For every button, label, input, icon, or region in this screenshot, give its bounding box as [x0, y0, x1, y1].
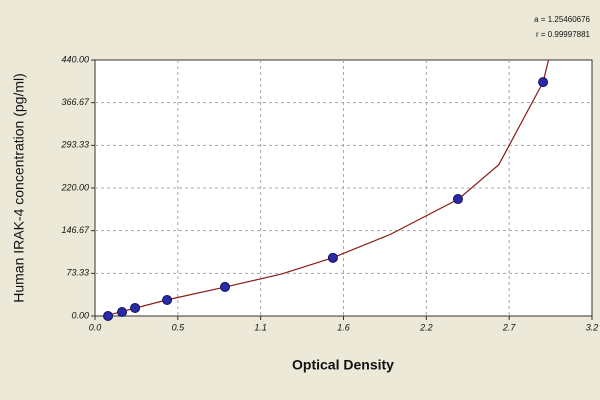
x-tick-label: 1.1 — [254, 322, 267, 332]
fit-curve — [107, 59, 550, 316]
data-point — [327, 252, 338, 263]
x-tick-label: 3.2 — [586, 322, 599, 332]
data-point — [219, 281, 230, 292]
y-tick-label: 146.67 — [61, 225, 90, 235]
x-tick-label: 0.0 — [89, 322, 102, 332]
y-tick-label: 366.67 — [61, 97, 90, 107]
annotation: a = 1.25460676 — [534, 15, 590, 24]
x-tick-label: 1.6 — [337, 322, 350, 332]
data-point — [452, 194, 463, 205]
x-axis-label: Optical Density — [292, 357, 394, 373]
data-point — [103, 311, 114, 321]
y-tick-label: 440.00 — [61, 54, 89, 64]
x-tick-label: 2.7 — [502, 322, 517, 332]
data-point — [538, 77, 549, 88]
y-tick-label: 73.33 — [66, 268, 89, 278]
data-point — [130, 302, 141, 313]
x-tick-label: 0.5 — [172, 322, 186, 332]
y-tick-label: 0.00 — [71, 310, 89, 320]
y-axis-label: Human IRAK-4 concentration (pg/ml) — [11, 73, 27, 303]
data-point — [117, 306, 128, 317]
y-tick-label: 293.33 — [60, 140, 89, 150]
y-tick-label: 220.00 — [60, 182, 89, 192]
annotation: r = 0.99997881 — [536, 30, 591, 39]
x-tick-label: 2.2 — [419, 322, 433, 332]
data-point — [162, 295, 173, 305]
